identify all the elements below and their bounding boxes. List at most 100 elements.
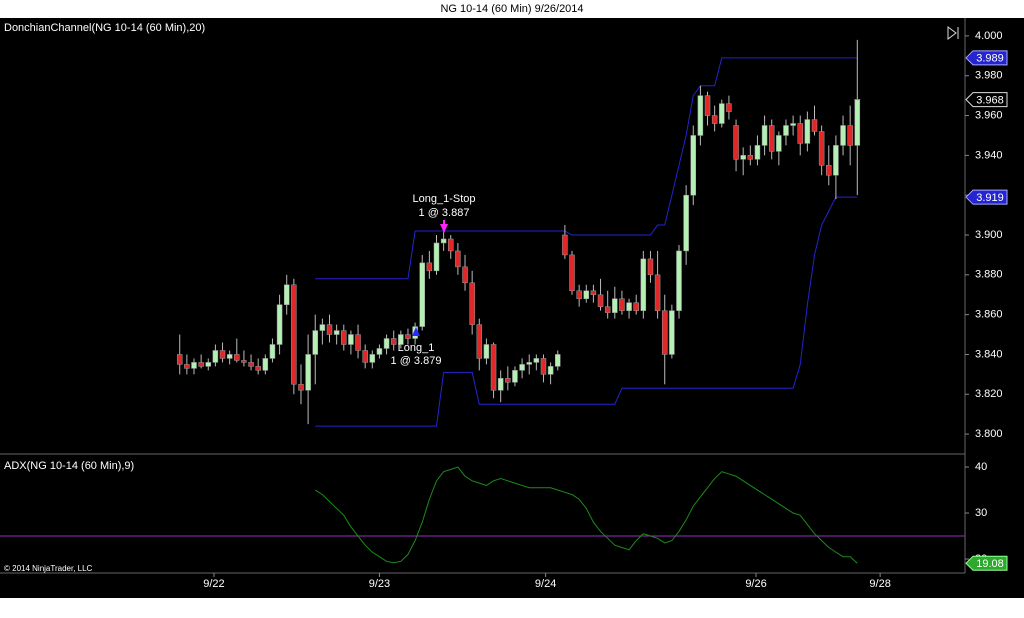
candle-body [462,266,468,284]
lower-last-label-box [965,189,1008,205]
y-tick-label: 4.000 [975,30,1003,42]
candle-body [590,290,597,295]
candle-body [433,242,440,272]
candle-body [726,103,732,112]
annotation: 1 @ 3.887 [419,207,470,219]
annotation: 1 @ 3.879 [391,355,442,367]
candle-body [362,350,368,363]
candle-body [733,125,739,160]
scroll-end-icon[interactable] [947,26,959,40]
panel-label: ADX(NG 10-14 (60 Min),9) [4,460,134,472]
close-last-label: 3.968 [976,95,1004,107]
y-tick-label: 3.820 [975,388,1003,400]
candle-body [455,250,461,268]
candle-body [305,354,311,391]
candle-body [540,358,547,375]
candle-body [191,362,197,369]
x-tick-label: 9/22 [203,578,224,590]
candle-body [576,290,582,299]
candle-body [818,131,825,166]
candle-body [419,262,425,327]
candle-body [633,302,639,311]
candle-body [562,234,568,256]
candle-body [526,362,532,365]
x-tick-label: 9/28 [869,578,890,590]
candle-body [369,354,376,363]
candle-body [683,194,689,252]
x-tick-label: 9/23 [369,578,390,590]
candle-body [341,330,347,345]
exit-arrow [440,220,448,233]
adx-line [314,466,858,564]
candle-body [248,362,254,367]
candle-body [697,95,704,136]
candle-body [619,298,625,311]
x-tick-label: 9/26 [745,578,766,590]
candle-body [398,334,404,345]
adx-last-label: 19.08 [976,558,1004,570]
candle-body [219,350,226,359]
y-tick-label: 3.900 [975,229,1003,241]
candle-body [811,119,818,132]
candle-body [626,302,632,311]
y-tick-label: 3.800 [975,428,1003,440]
candle-body [326,324,333,335]
candle-body [490,344,497,391]
candle-body [383,338,390,349]
candle-body [533,358,540,363]
candle-body [283,284,290,305]
annotation: Long_1 [398,342,435,354]
candle-body [669,310,675,355]
y-tick-label: 30 [975,507,987,519]
copyright: © 2014 NinjaTrader, LLC [4,564,93,573]
candle-body [269,344,276,359]
candle-body [226,354,233,359]
candle-body [547,366,554,375]
panel-label: DonchianChannel(NG 10-14 (60 Min),20) [4,22,205,34]
candle-body [319,324,326,331]
upper-last-label-box [965,50,1008,66]
candle-body [583,290,590,299]
candle-body [747,155,754,160]
candle-body [505,378,511,383]
candle-body [661,310,668,355]
candle-body [241,360,247,363]
candle-body [719,103,725,124]
candle-body [840,125,846,146]
candle-body [390,338,397,345]
candle-body [768,125,775,152]
chart-background [0,18,1024,598]
candle-body [833,145,839,176]
candle-body [426,262,433,272]
candle-body [234,354,240,361]
candle-body [647,258,654,276]
candle-body [776,135,782,152]
candle-body [604,306,611,313]
y-tick-label: 3.960 [975,109,1003,121]
candle-body [312,330,318,355]
entry-arrow [412,327,420,336]
candle-body [376,348,383,355]
candle-body [797,123,803,144]
candle-body [783,125,789,136]
close-last-label-box [965,92,1008,108]
lower-last-label: 3.919 [976,192,1004,204]
candle-body [676,250,682,311]
candle-body [198,362,204,367]
channel-lower [315,196,858,427]
y-tick-label: 3.980 [975,70,1003,82]
candle-body [348,334,354,345]
candle-body [711,115,718,124]
candle-body [640,258,647,311]
candle-body [597,294,604,307]
candle-body [826,165,832,176]
candle-body [761,125,768,146]
candle-body [291,284,297,385]
candle-body [276,304,283,345]
upper-last-label: 3.989 [976,53,1004,65]
candle-body [569,254,575,291]
candle-body [790,123,796,126]
candle-body [448,238,454,252]
annotation: Long_1-Stop [413,193,476,205]
